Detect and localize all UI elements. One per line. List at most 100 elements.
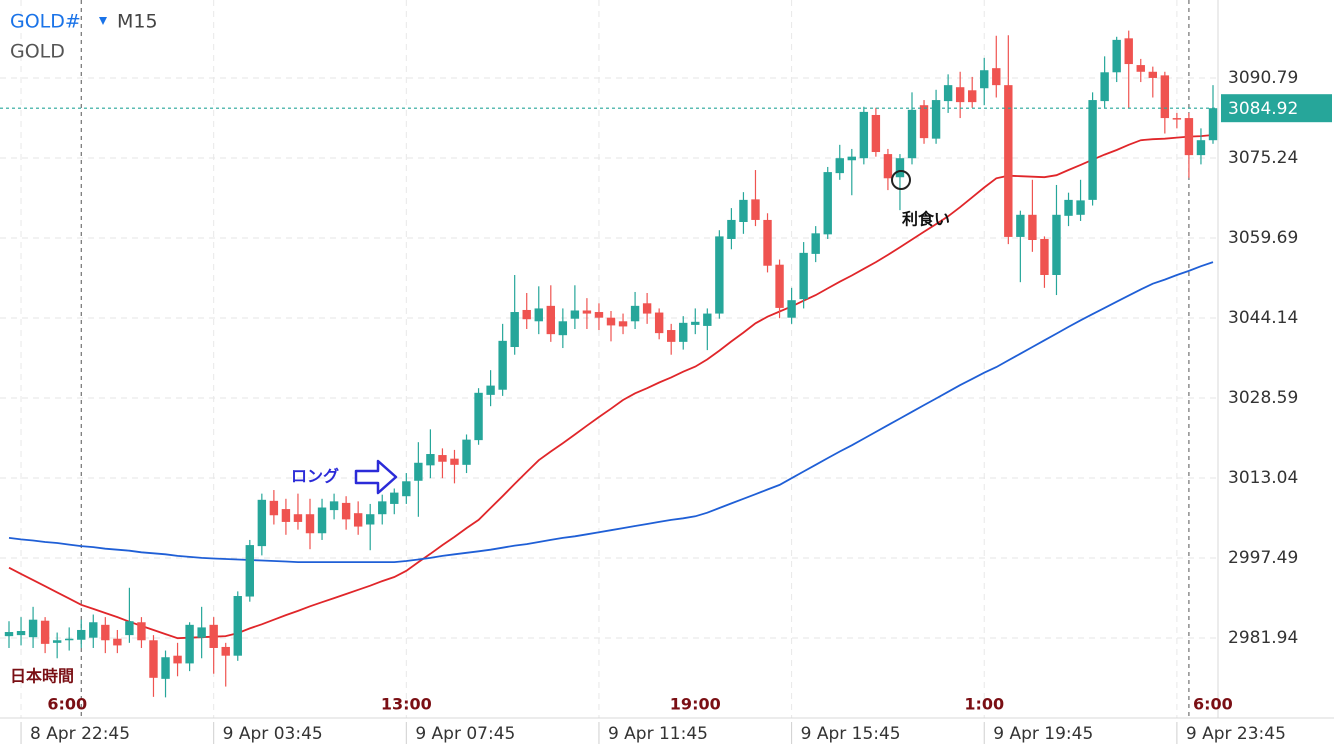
candle-body (353, 513, 363, 527)
candle-body (642, 303, 652, 314)
candle-body (378, 501, 387, 515)
candle-body (414, 462, 423, 481)
candle-body (16, 631, 26, 636)
candle-body (1112, 39, 1121, 73)
candle-body (823, 172, 832, 235)
candle-body (739, 199, 748, 222)
candle-body (317, 507, 327, 534)
candle-body (775, 264, 784, 308)
timeframe[interactable]: M15 (117, 11, 158, 33)
candle-body (366, 514, 375, 525)
candle-body (402, 481, 411, 497)
candle-body (257, 499, 267, 547)
candle-body (546, 305, 555, 335)
candle-body (113, 638, 122, 646)
candle-body (221, 646, 230, 656)
candle-body (426, 454, 435, 466)
jst-label: 13:00 (381, 695, 432, 714)
candle-body (173, 655, 182, 664)
candle-body (510, 312, 519, 348)
candle-body (52, 640, 62, 643)
jst-label: 1:00 (964, 695, 1004, 714)
candle-body (522, 309, 531, 320)
candle-body (787, 300, 796, 318)
candle-body (594, 312, 604, 318)
candle-body (1172, 118, 1182, 120)
candle-body (1052, 214, 1061, 275)
candle-body (161, 657, 170, 679)
candle-body (534, 308, 543, 322)
long-annotation: ロング (291, 467, 339, 486)
candle-body (269, 500, 279, 516)
candle-body (450, 458, 459, 465)
candle-body (931, 100, 941, 139)
jst-label: 19:00 (670, 695, 721, 714)
x-tick-label: 9 Apr 15:45 (801, 724, 901, 744)
candle-body (763, 219, 772, 266)
x-tick-label: 9 Apr 11:45 (608, 724, 708, 744)
candle-body (980, 70, 989, 89)
moving-average-line (8, 261, 1214, 563)
grid (0, 0, 1218, 718)
candle-body (245, 545, 254, 597)
candle-body (1076, 200, 1085, 215)
candle-body (1100, 72, 1109, 102)
y-tick-label: 3059.69 (1228, 228, 1298, 248)
y-tick-label: 3090.79 (1228, 68, 1298, 88)
candle-body (438, 455, 447, 462)
candle-body (1208, 108, 1218, 141)
candle-body (1124, 38, 1133, 65)
candle-body (943, 85, 953, 102)
candle-body (1160, 75, 1170, 119)
take-profit-annotation: 利食い (902, 210, 950, 229)
candle-body (558, 321, 568, 336)
y-tick-label: 3075.24 (1228, 148, 1298, 168)
candle-body (679, 322, 688, 342)
candle-body (1196, 140, 1206, 156)
candle-body (618, 321, 628, 327)
candle-body (40, 620, 50, 644)
chart-title: GOLD (10, 41, 65, 63)
candle-body (486, 385, 495, 395)
candle-body (654, 312, 664, 334)
candle-body (305, 514, 315, 534)
candle-body (329, 501, 339, 511)
plot-area (4, 30, 1218, 698)
jst-label: 6:00 (47, 695, 87, 714)
long-arrow (354, 459, 398, 495)
candle-body (895, 158, 905, 178)
candle-body (149, 640, 158, 678)
candle-body (137, 622, 146, 641)
symbol[interactable]: GOLD# (10, 11, 81, 33)
candle-body (185, 624, 194, 664)
candle-body (883, 154, 893, 179)
candle-body (570, 310, 580, 319)
candle-body (630, 305, 640, 322)
candle-body (715, 236, 724, 314)
candle-body (727, 219, 736, 239)
candle-body (703, 313, 712, 326)
candle-body (28, 619, 38, 638)
candle-body (847, 156, 856, 161)
candle-body (209, 624, 218, 648)
candle-body (811, 233, 820, 254)
symbol-dropdown[interactable] (99, 17, 107, 25)
candle-body (582, 310, 592, 314)
candle-body (751, 199, 760, 220)
take-profit-marker (891, 170, 911, 190)
x-tick-label: 9 Apr 07:45 (415, 724, 515, 744)
candle-body (233, 596, 242, 656)
candle-body (341, 502, 351, 520)
candle-body (691, 321, 700, 325)
candle-body (1064, 199, 1073, 216)
candle-body (667, 330, 676, 342)
candle-body (1184, 118, 1194, 156)
candle-body (955, 87, 965, 103)
candle-body (1028, 214, 1037, 241)
candle-body (907, 109, 917, 159)
jst-label: 6:00 (1193, 695, 1233, 714)
y-tick-label: 3028.59 (1228, 388, 1298, 408)
jst-title: 日本時間 (10, 667, 74, 686)
x-tick-label: 9 Apr 03:45 (223, 724, 323, 744)
